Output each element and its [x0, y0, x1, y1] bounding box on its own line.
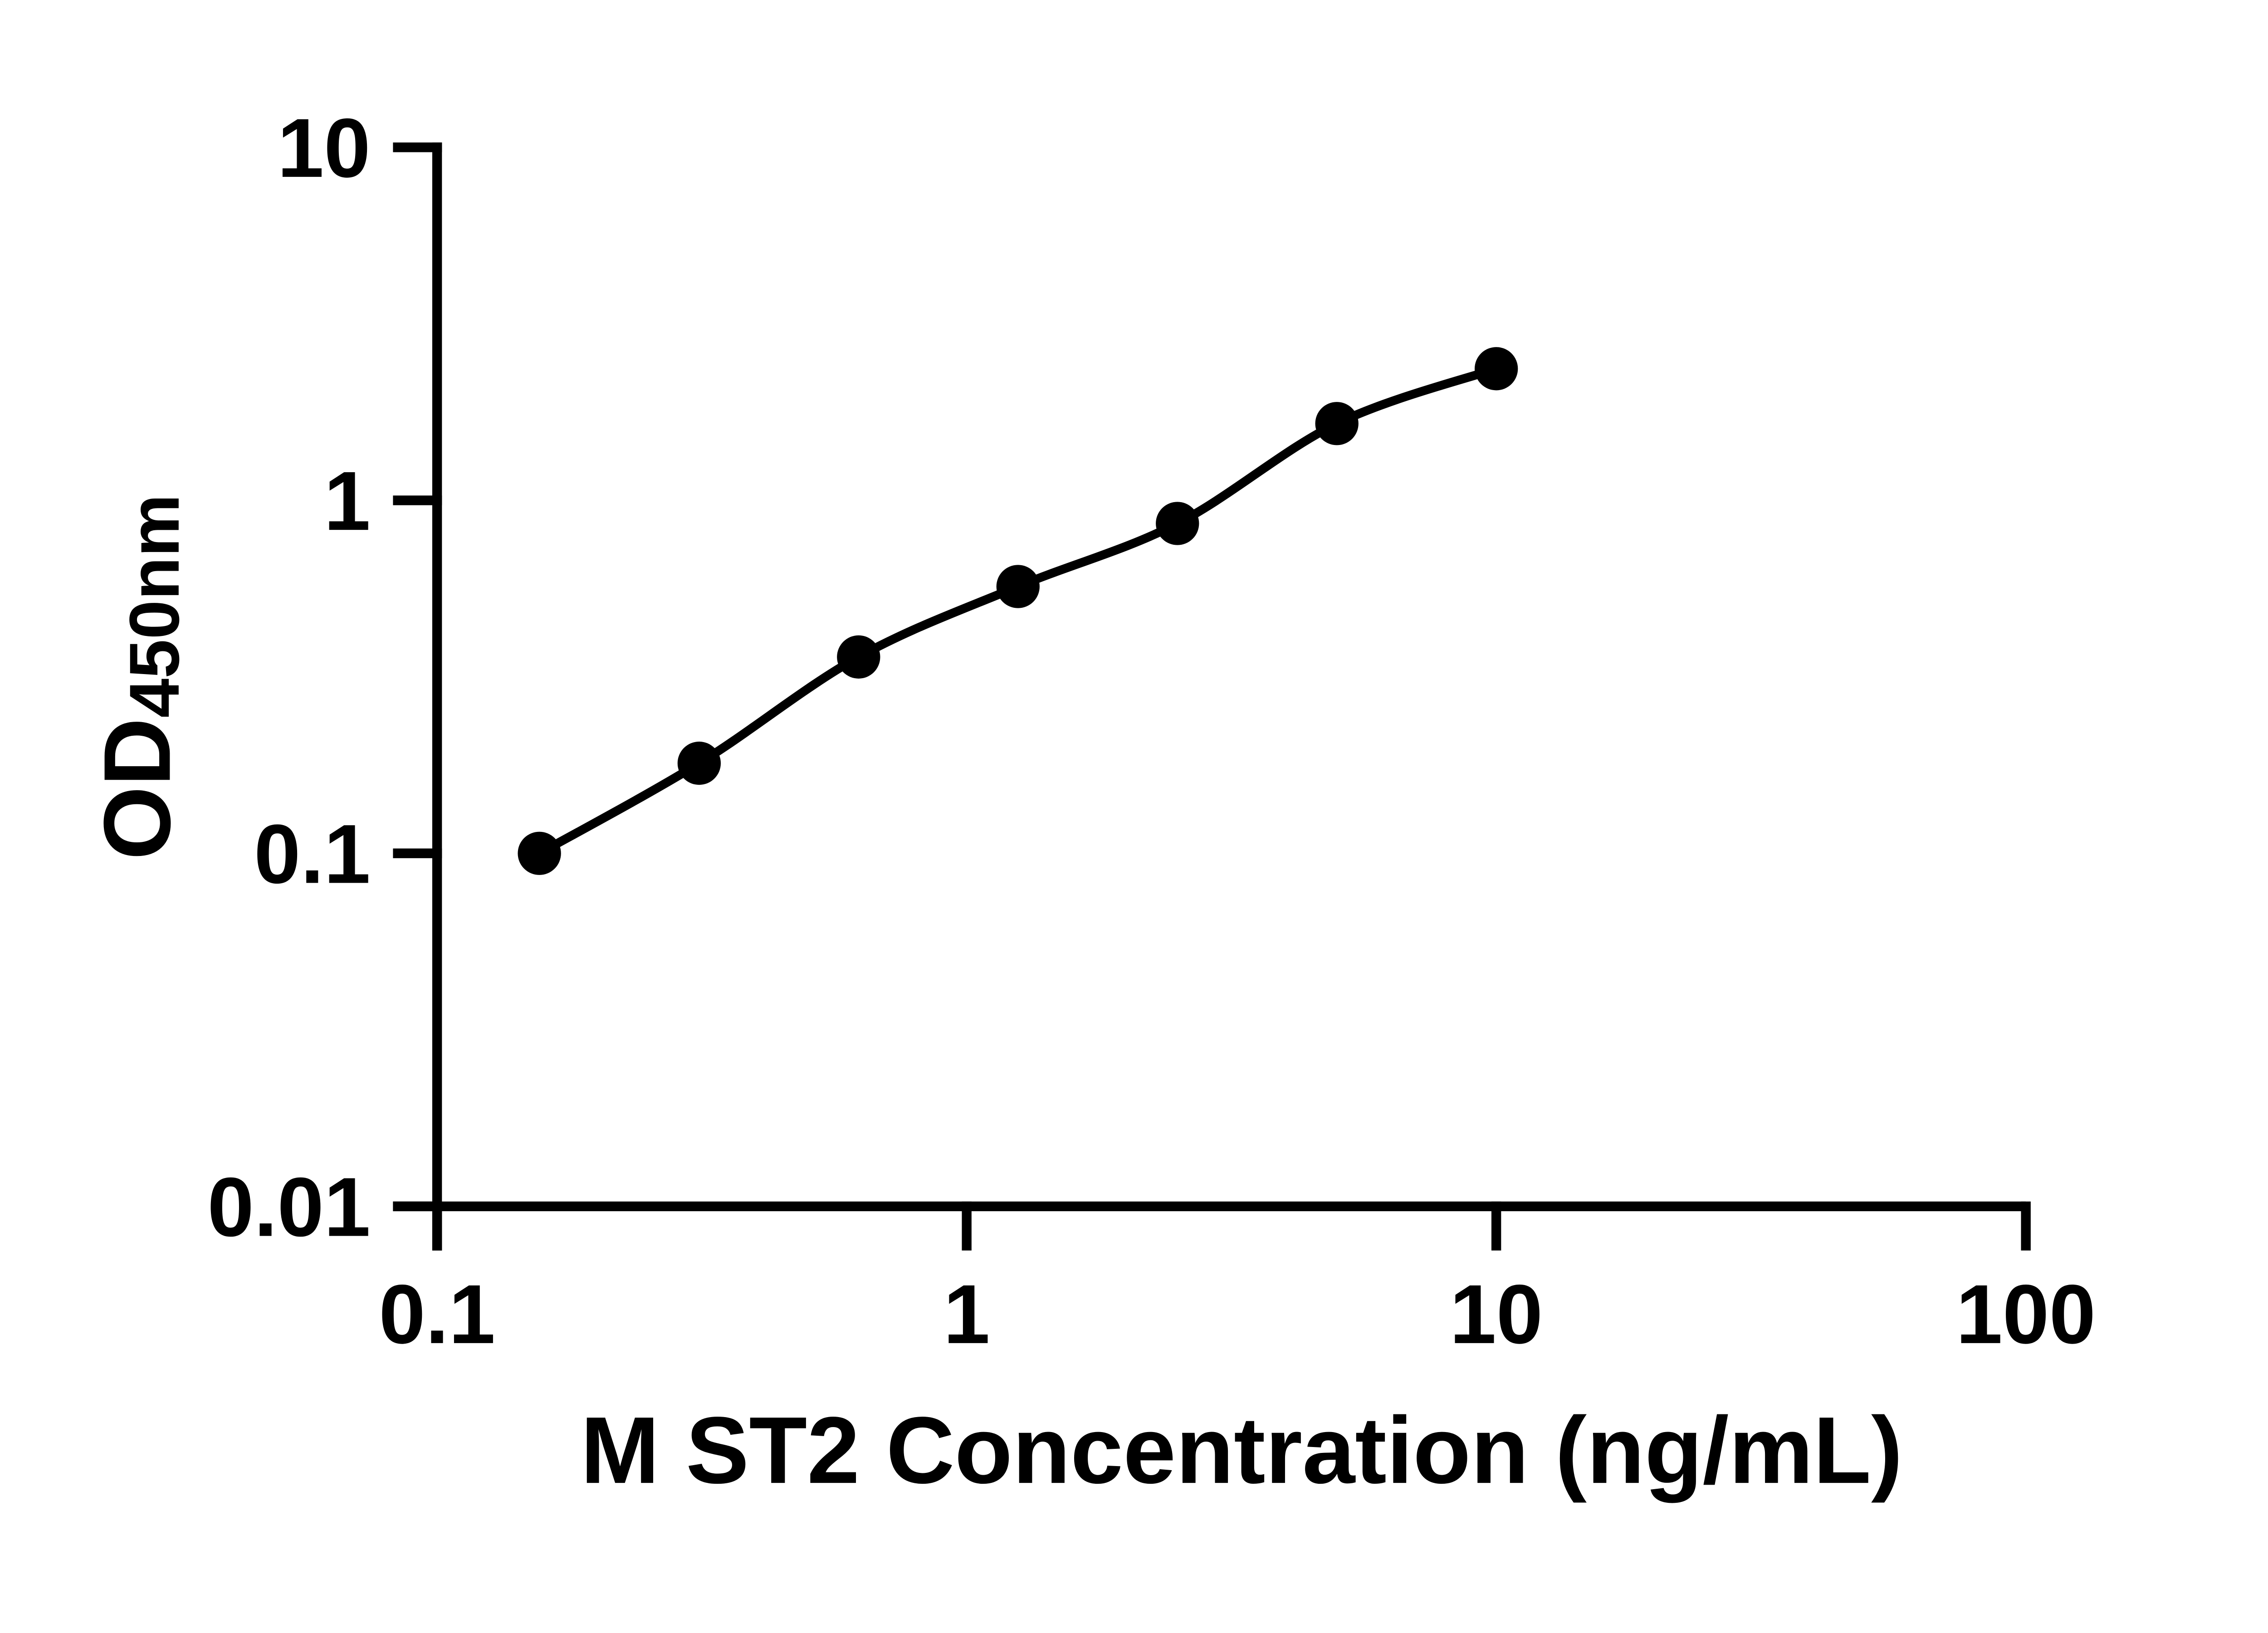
y-axis-title-subscript: 450nm: [115, 494, 194, 718]
y-axis-title: OD450nm: [84, 494, 193, 860]
axes: [393, 142, 2026, 1251]
x-axis-title: M ST2 Concentration (ng/mL): [581, 1398, 1903, 1503]
data-point-marker: [837, 635, 880, 679]
data-point-marker: [996, 565, 1040, 608]
x-tick-label: 100: [1956, 1268, 2096, 1361]
y-tick-label: 0.01: [207, 1161, 371, 1254]
chart-background: [0, 0, 2268, 1588]
y-tick-label: 0.1: [254, 807, 371, 901]
y-tick-label: 1: [324, 455, 371, 548]
data-point-marker: [518, 831, 561, 875]
tick-marks: [393, 142, 2031, 1251]
x-tick-label: 0.1: [379, 1268, 495, 1361]
y-tick-label: 10: [277, 102, 371, 195]
y-axis-title-main: OD: [84, 718, 190, 860]
x-tick-label: 1: [943, 1268, 990, 1361]
data-point-marker: [677, 741, 721, 785]
data-point-marker: [1315, 402, 1359, 445]
data-point-marker: [1156, 502, 1199, 545]
series-points: [518, 347, 1518, 875]
x-tick-label: 10: [1450, 1268, 1543, 1361]
data-point-marker: [1475, 347, 1518, 391]
figure: 10 1 0.1 0.01 0.1 1 10 100 M ST2 Concentration …: [0, 0, 2268, 1588]
